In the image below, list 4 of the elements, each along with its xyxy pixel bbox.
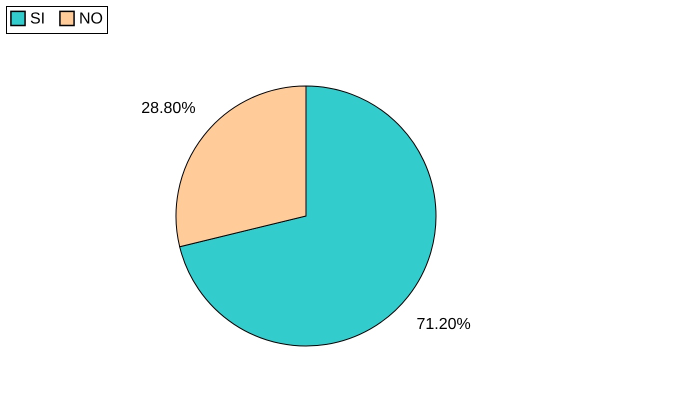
legend-label: SI	[30, 10, 46, 28]
data-label: 71.20%	[416, 316, 471, 334]
data-label: 28.80%	[141, 100, 196, 117]
legend-label: NO	[79, 10, 103, 28]
